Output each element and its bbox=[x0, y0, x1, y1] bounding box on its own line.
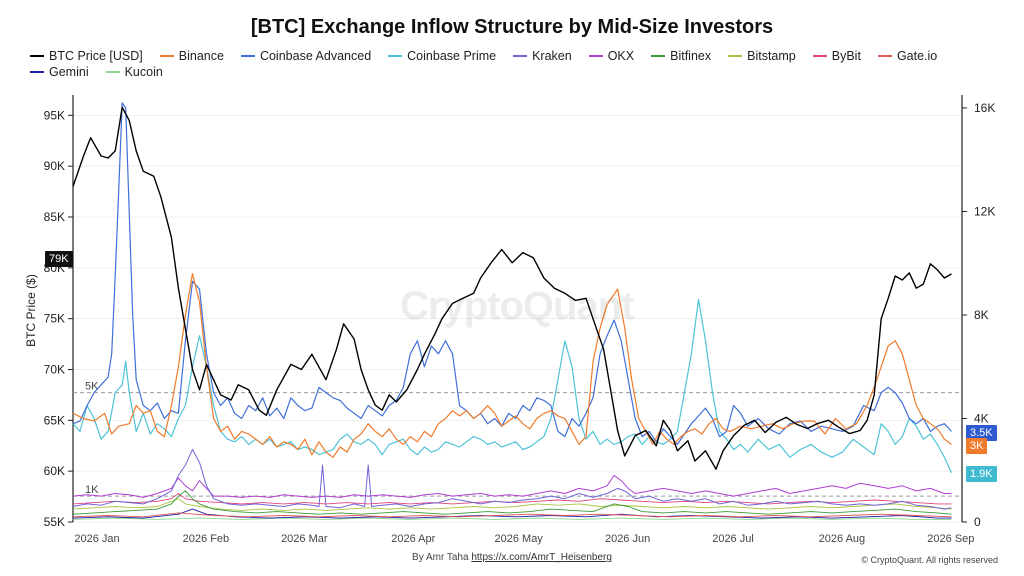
legend-swatch bbox=[159, 55, 174, 57]
left-tick-label: 70K bbox=[44, 363, 65, 377]
legend-label: Kraken bbox=[532, 49, 572, 63]
legend-label: ByBit bbox=[831, 49, 861, 63]
reference-line-label: 5K bbox=[85, 381, 99, 393]
btc-price-badge: 79K bbox=[45, 251, 73, 267]
left-tick-label: 75K bbox=[44, 312, 65, 326]
legend-swatch bbox=[240, 55, 255, 57]
left-tick-label: 65K bbox=[44, 413, 65, 427]
series-line-kraken[interactable] bbox=[72, 449, 952, 510]
chart-title: [BTC] Exchange Inflow Structure by Mid-S… bbox=[250, 16, 774, 38]
left-tick-label: 95K bbox=[44, 108, 65, 122]
legend-label: BTC Price [USD] bbox=[49, 49, 143, 63]
x-tick-label: 2026 Feb bbox=[183, 533, 229, 545]
x-tick-label: 2026 Jan bbox=[74, 533, 119, 545]
legend-swatch bbox=[513, 55, 528, 57]
coinbase-advanced-badge: 3.5K bbox=[966, 425, 997, 441]
legend-label: Coinbase Advanced bbox=[259, 49, 372, 63]
binance-badge: 3K bbox=[966, 438, 988, 454]
series-line-gate-io[interactable] bbox=[72, 512, 952, 518]
right-tick-label: 0 bbox=[974, 515, 981, 529]
footer-copyright: © CryptoQuant. All rights reserved bbox=[861, 555, 998, 565]
legend-item[interactable]: Kraken bbox=[513, 49, 572, 63]
watermark: CryptoQuant bbox=[400, 284, 634, 328]
legend-label: Gate.io bbox=[896, 49, 938, 63]
x-tick-label: 2026 Mar bbox=[281, 533, 328, 545]
right-tick-label: 8K bbox=[974, 308, 989, 322]
legend-swatch bbox=[728, 55, 743, 57]
legend-label: Bitfinex bbox=[670, 49, 712, 63]
series-line-bitfinex[interactable] bbox=[72, 490, 952, 515]
chart-legend: BTC Price [USD] Binance Coinbase Advanced C… bbox=[30, 49, 1010, 79]
legend-item[interactable]: Coinbase Prime bbox=[388, 49, 496, 63]
x-tick-label: 2026 Apr bbox=[391, 533, 435, 545]
legend-item[interactable]: BTC Price [USD] bbox=[30, 49, 143, 63]
legend-item[interactable]: Bitstamp bbox=[728, 49, 796, 63]
legend-label: Coinbase Prime bbox=[407, 49, 497, 63]
legend-item[interactable]: Gemini bbox=[30, 65, 89, 79]
legend-swatch bbox=[30, 71, 44, 73]
legend-swatch bbox=[651, 55, 666, 57]
x-tick-label: 2026 Jul bbox=[712, 533, 754, 545]
legend-item[interactable]: Bitfinex bbox=[651, 49, 711, 63]
series-line-kucoin[interactable] bbox=[72, 517, 952, 520]
series-line-okx[interactable] bbox=[72, 474, 952, 498]
x-tick-label: 2026 Aug bbox=[819, 533, 866, 545]
footer-author: By Amr Taha bbox=[412, 552, 469, 563]
right-tick-label: 16K bbox=[974, 101, 995, 115]
legend-swatch bbox=[812, 55, 827, 57]
legend-label: Binance bbox=[178, 49, 224, 63]
x-tick-label: 2026 Sep bbox=[927, 533, 974, 545]
x-tick-label: 2026 May bbox=[495, 533, 544, 545]
legend-item[interactable]: Gate.io bbox=[877, 49, 938, 63]
legend-item[interactable]: OKX bbox=[588, 49, 635, 63]
legend-item[interactable]: Binance bbox=[159, 49, 224, 63]
y-axis-label: BTC Price ($) bbox=[24, 274, 38, 347]
right-tick-label: 4K bbox=[974, 411, 989, 425]
legend-label: Kucoin bbox=[124, 65, 163, 79]
series-line-gemini[interactable] bbox=[72, 508, 952, 519]
series-line-binance[interactable] bbox=[72, 273, 952, 458]
series-line-btc-price-usd[interactable] bbox=[72, 106, 952, 470]
legend-item[interactable]: Kucoin bbox=[105, 65, 163, 79]
reference-line-label: 1K bbox=[85, 484, 99, 496]
author-link[interactable]: https://x.com/AmrT_Heisenberg bbox=[471, 552, 612, 563]
legend-swatch bbox=[588, 55, 603, 57]
left-tick-label: 55K bbox=[44, 515, 65, 529]
coinbase-prime-badge: 1.9K bbox=[966, 466, 997, 482]
x-tick-label: 2026 Jun bbox=[605, 533, 650, 545]
legend-swatch bbox=[105, 71, 120, 73]
legend-swatch bbox=[388, 55, 403, 57]
legend-item[interactable]: ByBit bbox=[812, 49, 861, 63]
left-tick-label: 85K bbox=[44, 210, 65, 224]
left-tick-label: 60K bbox=[44, 464, 65, 478]
legend-swatch bbox=[30, 55, 44, 57]
legend-label: Bitstamp bbox=[747, 49, 796, 63]
series-line-bitstamp[interactable] bbox=[72, 498, 952, 511]
series-line-coinbase-advanced[interactable] bbox=[72, 102, 952, 445]
legend-label: Gemini bbox=[49, 65, 89, 79]
left-tick-label: 90K bbox=[44, 159, 65, 173]
legend-item[interactable]: Coinbase Advanced bbox=[240, 49, 372, 63]
footer-credit: By Amr Taha https://x.com/AmrT_Heisenber… bbox=[0, 552, 1024, 563]
legend-label: OKX bbox=[607, 49, 635, 63]
legend-swatch bbox=[877, 55, 892, 57]
right-tick-label: 12K bbox=[974, 204, 995, 218]
